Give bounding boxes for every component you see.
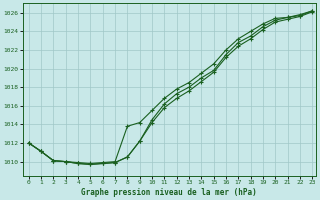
X-axis label: Graphe pression niveau de la mer (hPa): Graphe pression niveau de la mer (hPa)	[81, 188, 257, 197]
